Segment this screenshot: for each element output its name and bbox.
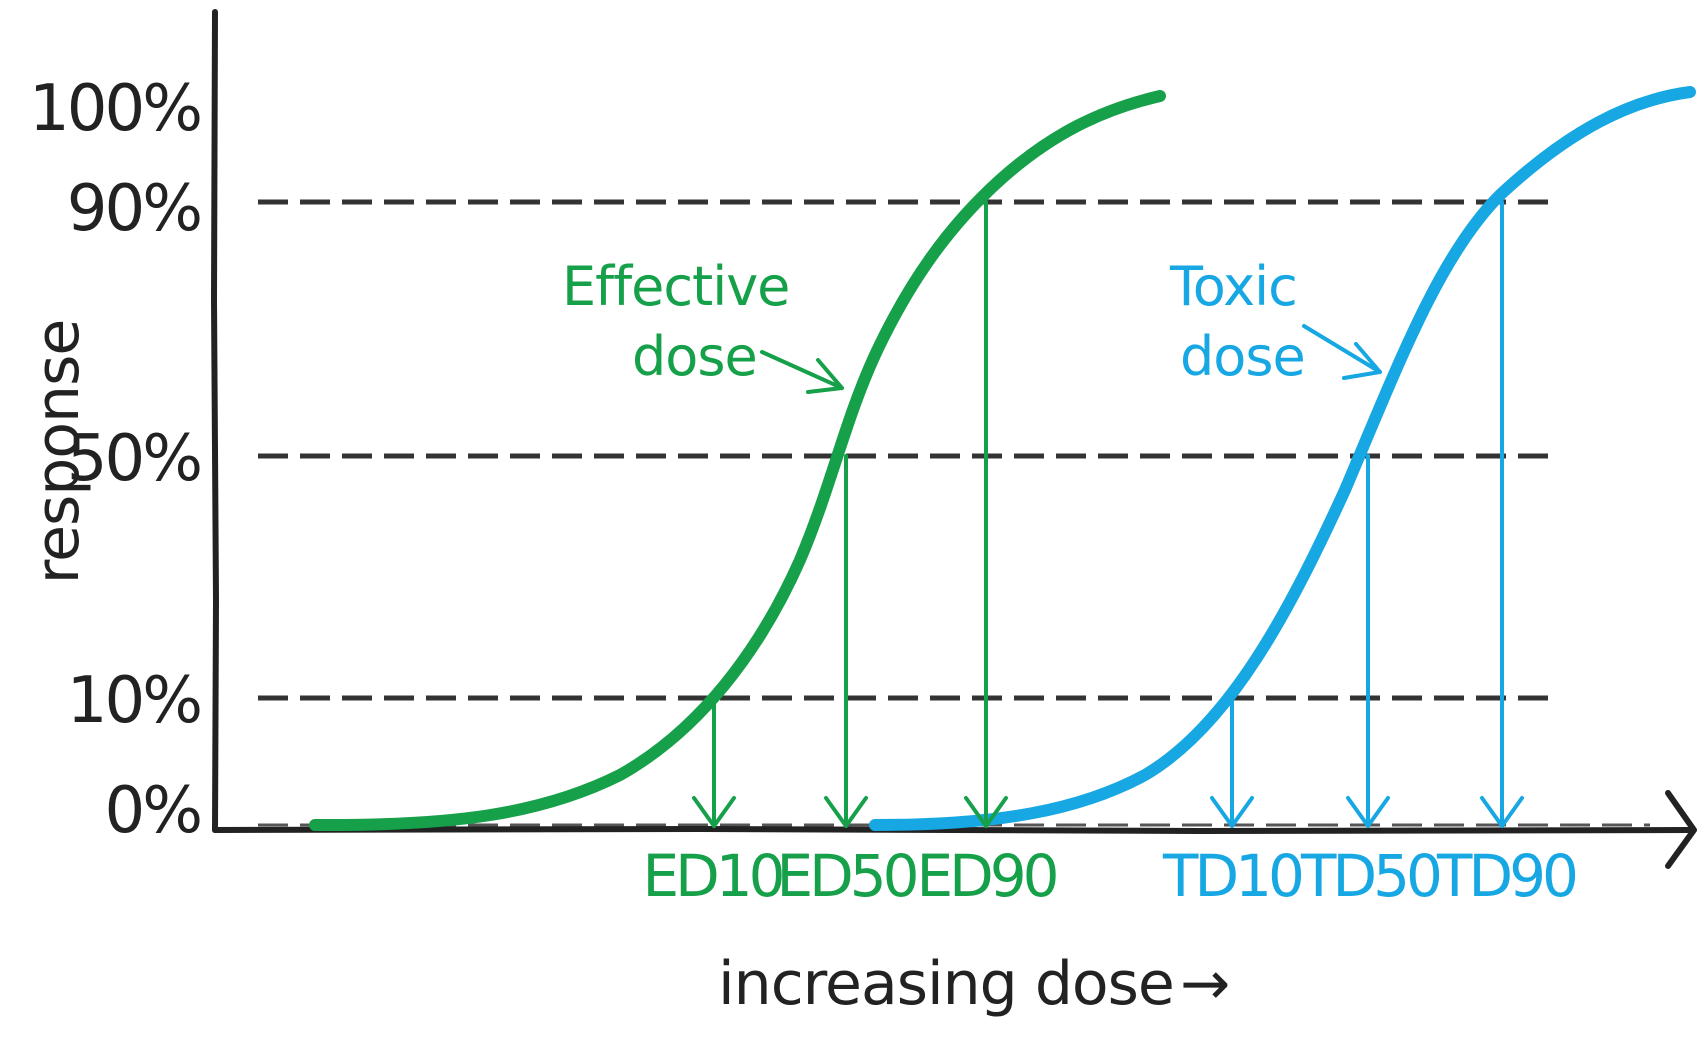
toxic-dose-curve bbox=[869, 86, 1696, 831]
ed10-label: ED10 bbox=[642, 842, 782, 910]
td-drop-lines bbox=[1210, 200, 1524, 828]
ed90-arrowhead bbox=[964, 796, 1008, 828]
ed-drop-lines bbox=[692, 200, 1008, 828]
td90-arrowhead bbox=[1480, 796, 1524, 828]
toxic-pointer-arrow bbox=[1302, 324, 1382, 380]
x-axis-title-arrow: → bbox=[1180, 949, 1229, 1019]
effective-dose-curve bbox=[309, 90, 1166, 832]
td50-label: TD50 bbox=[1300, 842, 1440, 910]
ed10-arrowhead bbox=[692, 796, 736, 828]
y-axis-title: response bbox=[23, 320, 93, 585]
x-axis-title: increasing dose bbox=[718, 949, 1174, 1019]
effective-pointer-arrow bbox=[760, 350, 844, 394]
ed50-arrowhead bbox=[824, 796, 868, 828]
effective-label-line2: dose bbox=[632, 325, 757, 388]
y-tick-0: 0% bbox=[104, 774, 200, 848]
ed90-label: ED90 bbox=[916, 842, 1056, 910]
y-tick-90: 90% bbox=[67, 172, 200, 246]
td10-label: TD10 bbox=[1162, 842, 1302, 910]
y-axis-line bbox=[210, 9, 220, 833]
toxic-label-line1: Toxic bbox=[1169, 255, 1297, 318]
y-tick-50: 50% bbox=[67, 422, 200, 496]
x-axis-line bbox=[212, 825, 1693, 835]
y-tick-10: 10% bbox=[67, 664, 200, 738]
effective-label-line1: Effective bbox=[562, 255, 789, 318]
td10-arrowhead bbox=[1210, 796, 1254, 828]
ed50-label: ED50 bbox=[776, 842, 916, 910]
y-tick-100: 100% bbox=[29, 72, 200, 146]
toxic-label-line2: dose bbox=[1180, 325, 1305, 388]
td90-label: TD90 bbox=[1436, 842, 1576, 910]
td50-arrowhead bbox=[1346, 796, 1390, 828]
x-axis-arrowhead bbox=[1665, 790, 1697, 869]
